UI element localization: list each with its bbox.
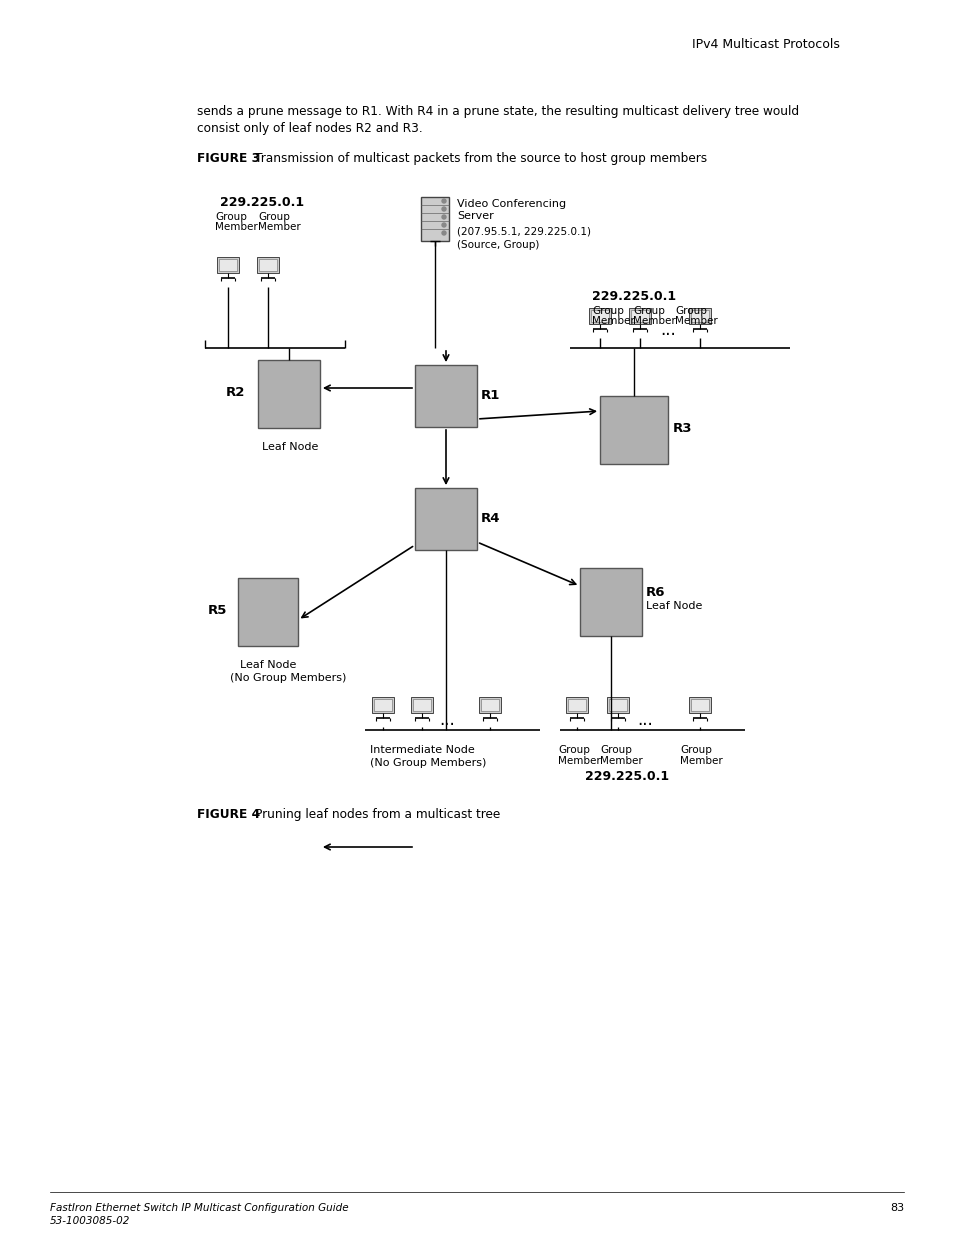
Text: ...: ... bbox=[438, 711, 455, 729]
Bar bbox=[599, 396, 667, 464]
Text: Group: Group bbox=[675, 306, 706, 316]
Text: (No Group Members): (No Group Members) bbox=[230, 673, 346, 683]
Bar bbox=[257, 359, 319, 429]
Bar bbox=[415, 488, 476, 550]
Text: IPv4 Multicast Protocols: IPv4 Multicast Protocols bbox=[691, 38, 840, 51]
Bar bbox=[608, 699, 626, 711]
Bar bbox=[690, 699, 708, 711]
Text: Group: Group bbox=[592, 306, 623, 316]
Bar bbox=[372, 697, 394, 713]
Bar bbox=[480, 699, 498, 711]
Text: Transmission of multicast packets from the source to host group members: Transmission of multicast packets from t… bbox=[254, 152, 706, 165]
Text: 83: 83 bbox=[889, 1203, 903, 1213]
Bar bbox=[237, 578, 297, 646]
Bar bbox=[219, 259, 236, 270]
Text: Member: Member bbox=[257, 222, 300, 232]
Text: 53-1003085-02: 53-1003085-02 bbox=[50, 1216, 131, 1226]
Text: R6: R6 bbox=[645, 585, 665, 599]
Text: R2: R2 bbox=[226, 387, 245, 399]
Text: Pruning leaf nodes from a multicast tree: Pruning leaf nodes from a multicast tree bbox=[254, 808, 499, 821]
Text: Group: Group bbox=[214, 212, 247, 222]
Bar bbox=[374, 699, 392, 711]
Text: Intermediate Node: Intermediate Node bbox=[370, 745, 475, 755]
Bar bbox=[413, 699, 431, 711]
Text: Server: Server bbox=[456, 211, 494, 221]
Text: Group: Group bbox=[599, 745, 631, 755]
Text: Leaf Node: Leaf Node bbox=[240, 659, 296, 671]
Text: 229.225.0.1: 229.225.0.1 bbox=[592, 290, 676, 303]
Bar bbox=[478, 697, 500, 713]
Text: Group: Group bbox=[679, 745, 711, 755]
Text: Leaf Node: Leaf Node bbox=[645, 601, 701, 611]
Circle shape bbox=[441, 231, 446, 235]
Text: FIGURE 3: FIGURE 3 bbox=[196, 152, 260, 165]
Bar bbox=[590, 310, 608, 322]
Text: FastIron Ethernet Switch IP Multicast Configuration Guide: FastIron Ethernet Switch IP Multicast Co… bbox=[50, 1203, 348, 1213]
Circle shape bbox=[441, 207, 446, 211]
Circle shape bbox=[441, 199, 446, 203]
Text: ...: ... bbox=[637, 711, 652, 729]
Text: Member: Member bbox=[675, 316, 717, 326]
Text: Member: Member bbox=[214, 222, 257, 232]
Text: Group: Group bbox=[633, 306, 664, 316]
Text: sends a prune message to R1. With R4 in a prune state, the resulting multicast d: sends a prune message to R1. With R4 in … bbox=[196, 105, 799, 119]
Bar bbox=[565, 697, 587, 713]
Text: Group: Group bbox=[257, 212, 290, 222]
Bar bbox=[588, 308, 610, 324]
Bar bbox=[630, 310, 648, 322]
Bar bbox=[688, 308, 710, 324]
Bar bbox=[688, 697, 710, 713]
Bar bbox=[411, 697, 433, 713]
Circle shape bbox=[441, 224, 446, 227]
Text: 229.225.0.1: 229.225.0.1 bbox=[584, 769, 668, 783]
Text: R3: R3 bbox=[672, 422, 692, 435]
Bar bbox=[606, 697, 628, 713]
Bar bbox=[258, 259, 276, 270]
Text: Member: Member bbox=[633, 316, 675, 326]
Bar bbox=[567, 699, 585, 711]
Text: consist only of leaf nodes R2 and R3.: consist only of leaf nodes R2 and R3. bbox=[196, 122, 422, 135]
Text: Member: Member bbox=[558, 756, 600, 766]
Bar bbox=[420, 198, 449, 241]
Text: FIGURE 4: FIGURE 4 bbox=[196, 808, 260, 821]
Text: Member: Member bbox=[679, 756, 722, 766]
Text: R4: R4 bbox=[480, 513, 500, 525]
Bar bbox=[690, 310, 708, 322]
Text: Leaf Node: Leaf Node bbox=[262, 442, 318, 452]
Text: ...: ... bbox=[659, 321, 675, 338]
Bar bbox=[628, 308, 650, 324]
Text: Member: Member bbox=[599, 756, 642, 766]
Text: R5: R5 bbox=[208, 604, 227, 618]
Text: (No Group Members): (No Group Members) bbox=[370, 758, 486, 768]
Bar bbox=[415, 366, 476, 427]
Circle shape bbox=[441, 215, 446, 219]
Text: (207.95.5.1, 229.225.0.1): (207.95.5.1, 229.225.0.1) bbox=[456, 227, 590, 237]
Bar bbox=[579, 568, 641, 636]
Text: (Source, Group): (Source, Group) bbox=[456, 240, 538, 249]
Bar bbox=[216, 257, 239, 273]
Text: Member: Member bbox=[592, 316, 634, 326]
Text: Video Conferencing: Video Conferencing bbox=[456, 199, 565, 209]
Text: Group: Group bbox=[558, 745, 589, 755]
Bar bbox=[256, 257, 278, 273]
Text: 229.225.0.1: 229.225.0.1 bbox=[220, 196, 304, 209]
Text: R1: R1 bbox=[480, 389, 500, 403]
